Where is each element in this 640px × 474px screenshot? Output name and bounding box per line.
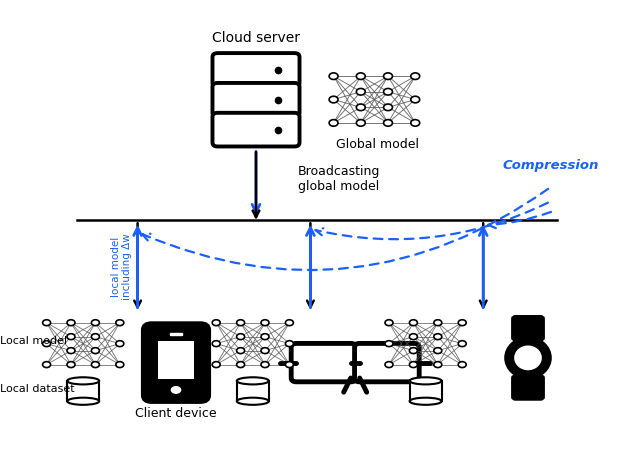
Circle shape — [116, 362, 124, 367]
Text: local model
including Δw: local model including Δw — [111, 233, 132, 300]
Circle shape — [67, 334, 75, 340]
Circle shape — [43, 320, 51, 326]
Circle shape — [434, 347, 442, 354]
Circle shape — [237, 320, 244, 326]
Bar — [237, 381, 269, 401]
Circle shape — [116, 320, 124, 326]
Text: Client device: Client device — [135, 407, 217, 420]
Circle shape — [237, 347, 244, 354]
Circle shape — [383, 89, 392, 95]
Circle shape — [43, 341, 51, 346]
Circle shape — [92, 347, 99, 354]
Text: Local dataset: Local dataset — [0, 383, 75, 394]
Circle shape — [92, 362, 99, 367]
FancyBboxPatch shape — [212, 83, 300, 117]
FancyBboxPatch shape — [212, 53, 300, 87]
Circle shape — [458, 362, 466, 367]
Circle shape — [212, 341, 220, 346]
Circle shape — [67, 347, 75, 354]
Circle shape — [411, 73, 420, 80]
Bar — [410, 381, 442, 401]
Ellipse shape — [237, 398, 269, 405]
Circle shape — [434, 362, 442, 367]
FancyBboxPatch shape — [355, 343, 419, 382]
FancyArrowPatch shape — [316, 203, 548, 239]
Circle shape — [329, 73, 338, 80]
Circle shape — [261, 362, 269, 367]
Circle shape — [261, 347, 269, 354]
Bar — [159, 341, 193, 379]
Circle shape — [383, 119, 392, 126]
Circle shape — [410, 320, 417, 326]
Circle shape — [212, 362, 220, 367]
FancyBboxPatch shape — [513, 317, 543, 340]
Circle shape — [458, 320, 466, 326]
Circle shape — [458, 341, 466, 346]
Circle shape — [411, 96, 420, 103]
Ellipse shape — [67, 377, 99, 384]
Circle shape — [434, 320, 442, 326]
Text: Cloud server: Cloud server — [212, 31, 300, 45]
Circle shape — [67, 362, 75, 367]
Circle shape — [383, 73, 392, 80]
Circle shape — [261, 320, 269, 326]
Circle shape — [329, 119, 338, 126]
Circle shape — [92, 334, 99, 340]
Circle shape — [116, 341, 124, 346]
Circle shape — [385, 341, 393, 346]
Text: Global model: Global model — [336, 138, 419, 151]
Circle shape — [171, 386, 181, 394]
FancyBboxPatch shape — [143, 324, 209, 401]
Circle shape — [92, 320, 99, 326]
Text: Compression: Compression — [502, 159, 598, 173]
Circle shape — [285, 320, 293, 326]
Circle shape — [356, 119, 365, 126]
Circle shape — [43, 362, 51, 367]
Circle shape — [356, 104, 365, 110]
FancyArrowPatch shape — [488, 212, 551, 228]
Ellipse shape — [237, 377, 269, 384]
Bar — [67, 381, 99, 401]
Bar — [170, 333, 182, 335]
Ellipse shape — [513, 345, 543, 371]
Ellipse shape — [67, 398, 99, 405]
Text: Broadcasting
global model: Broadcasting global model — [298, 164, 380, 193]
Circle shape — [385, 320, 393, 326]
Circle shape — [212, 320, 220, 326]
Circle shape — [285, 341, 293, 346]
Circle shape — [67, 320, 75, 326]
Circle shape — [410, 347, 417, 354]
Circle shape — [434, 334, 442, 340]
Circle shape — [237, 362, 244, 367]
Circle shape — [410, 334, 417, 340]
Circle shape — [329, 96, 338, 103]
Circle shape — [285, 362, 293, 367]
Circle shape — [383, 104, 392, 110]
Ellipse shape — [410, 398, 442, 405]
Circle shape — [237, 334, 244, 340]
FancyBboxPatch shape — [513, 376, 543, 399]
Ellipse shape — [410, 377, 442, 384]
Circle shape — [411, 119, 420, 126]
Text: Local model: Local model — [0, 336, 67, 346]
Ellipse shape — [506, 337, 550, 378]
Circle shape — [356, 89, 365, 95]
Circle shape — [410, 362, 417, 367]
Circle shape — [261, 334, 269, 340]
FancyArrowPatch shape — [143, 189, 548, 270]
Circle shape — [356, 73, 365, 80]
Circle shape — [385, 362, 393, 367]
FancyBboxPatch shape — [212, 113, 300, 146]
FancyBboxPatch shape — [291, 343, 356, 382]
